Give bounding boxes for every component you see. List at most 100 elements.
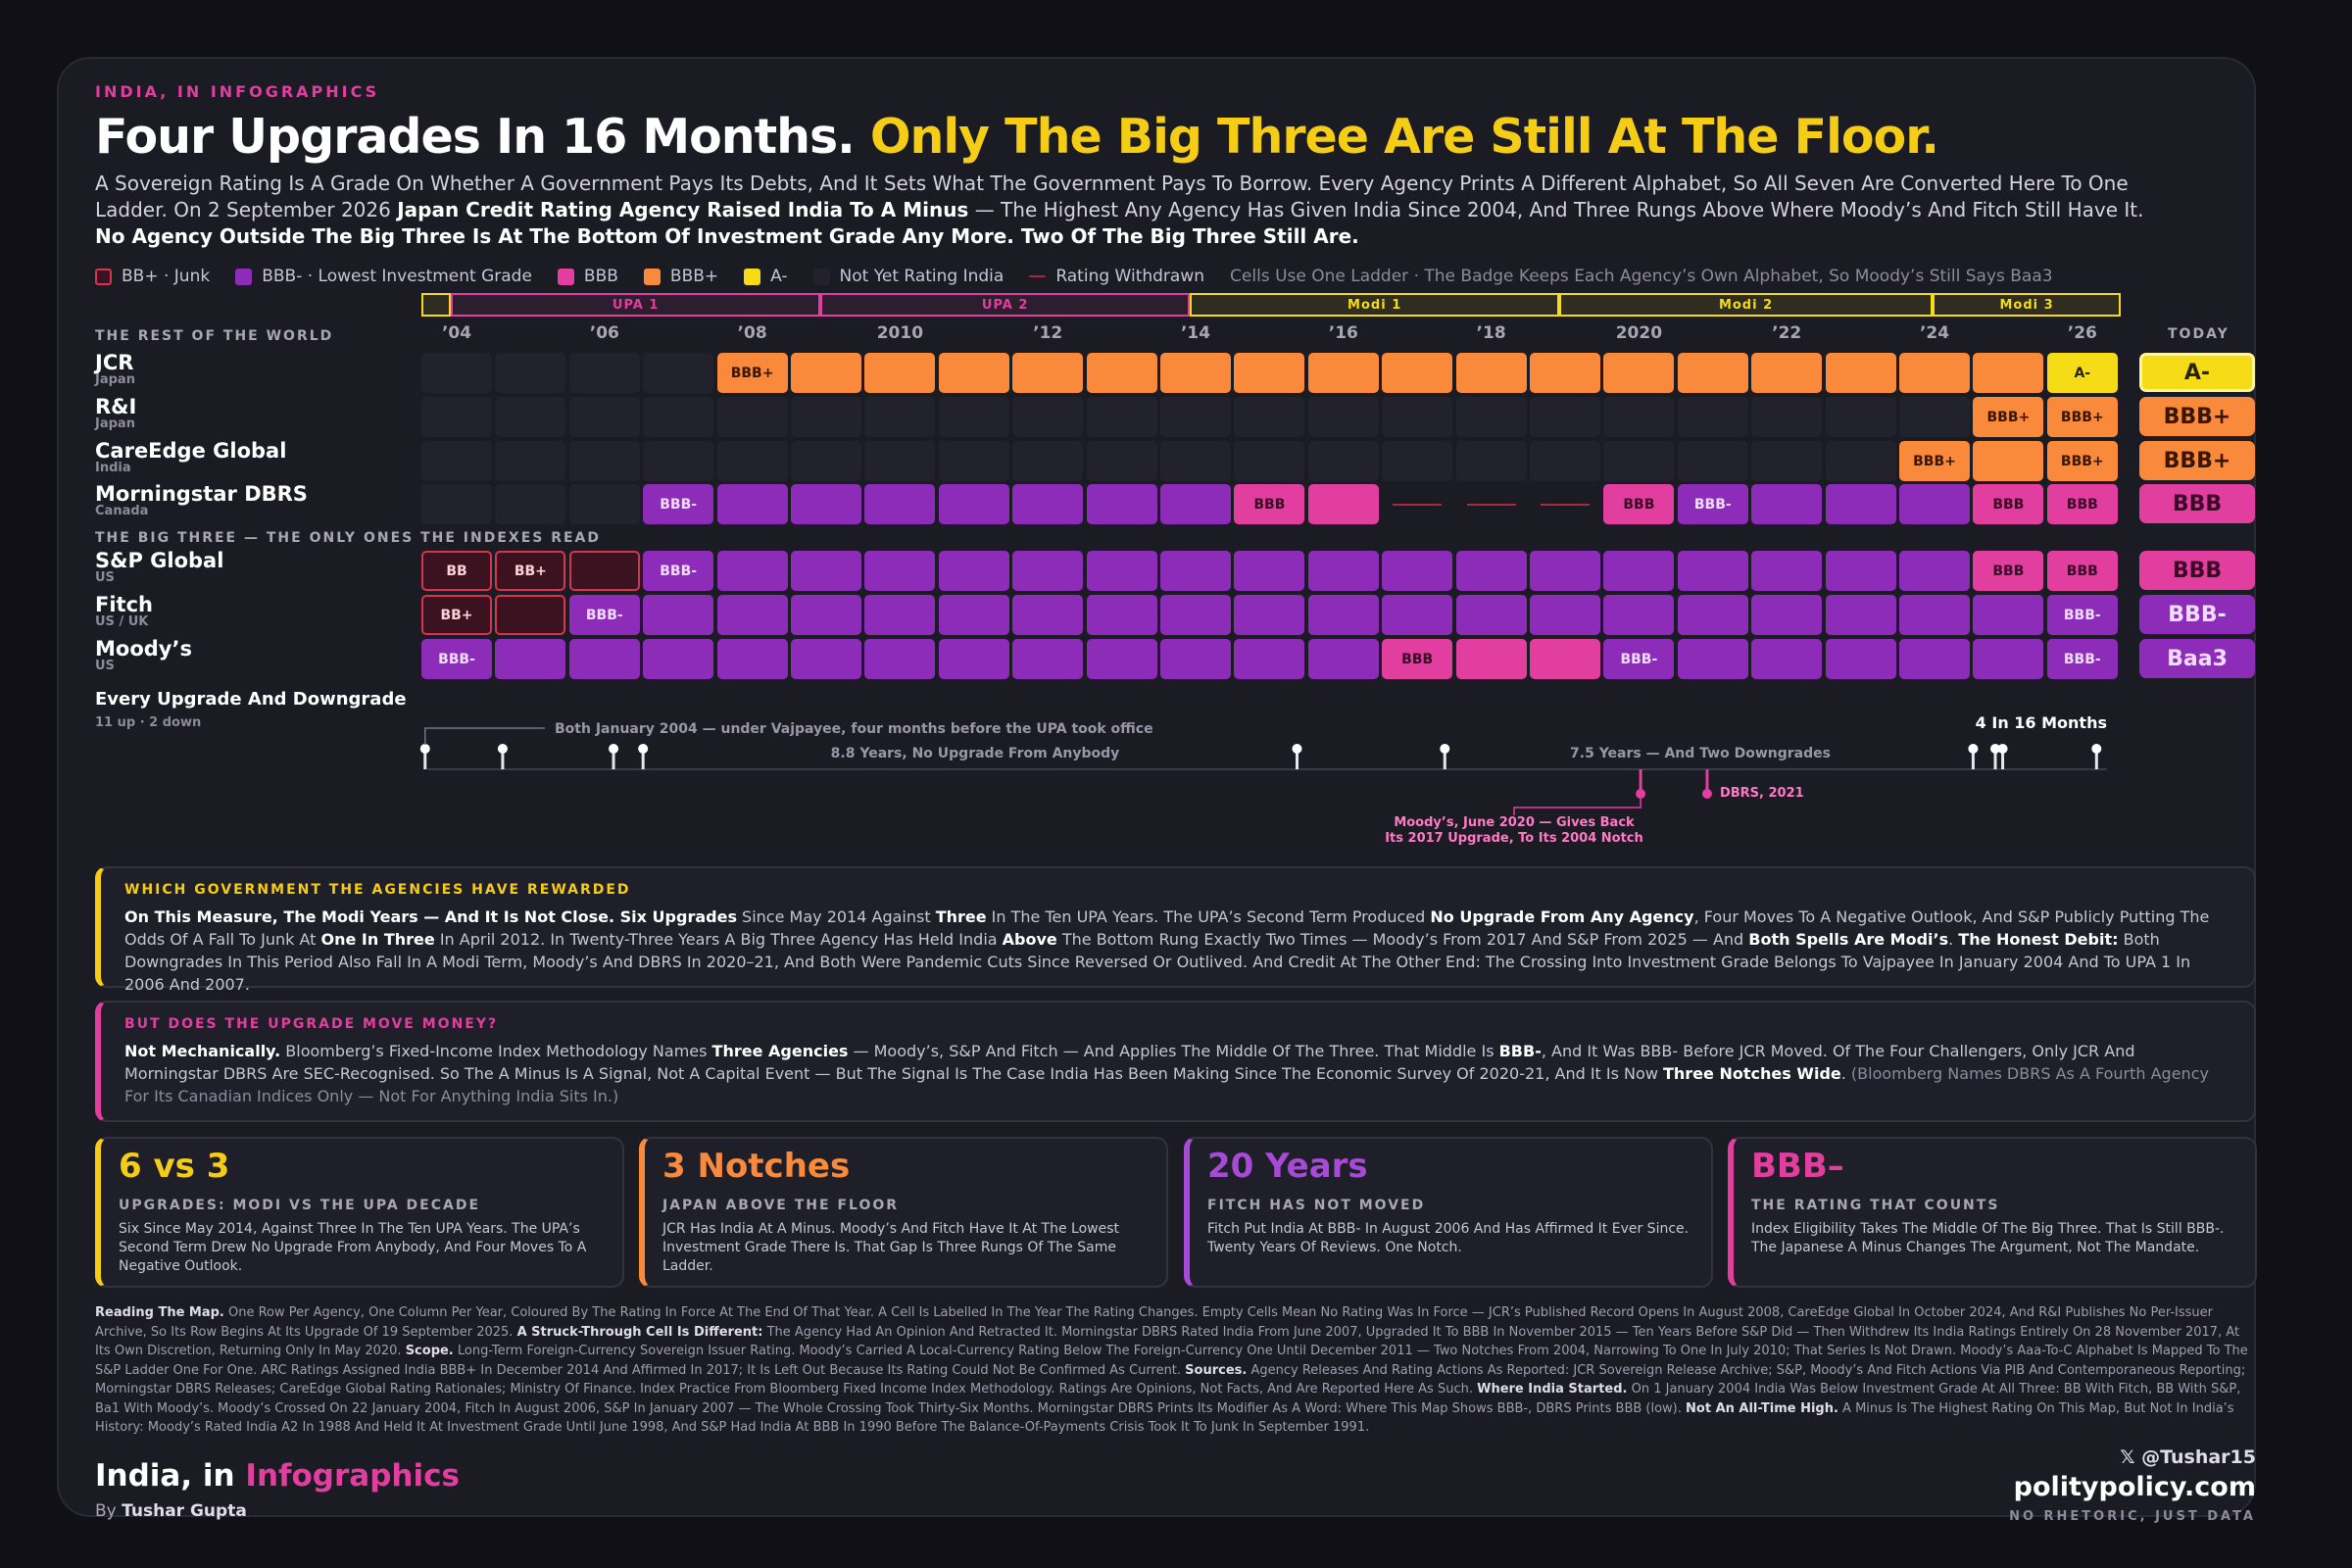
agency-name: R&I (95, 395, 137, 418)
agency-name: CareEdge Global (95, 439, 287, 463)
cell-label: BBB- (660, 563, 698, 579)
heatmap-cell (716, 551, 788, 591)
legend-item: BB+ · Junk (95, 267, 210, 286)
legend-swatch (1029, 275, 1047, 277)
gap-note-1: 8.8 Years, No Upgrade From Anybody (831, 746, 1120, 761)
legend-item: BBB- · Lowest Investment Grade (235, 267, 532, 286)
heatmap-cell (568, 353, 640, 393)
heatmap-cell (1530, 397, 1600, 437)
heatmap-cell (495, 397, 566, 437)
heatmap-cell: BBB- (2046, 639, 2118, 679)
heatmap-cell (1382, 353, 1453, 393)
downgrade-marker (1636, 789, 1646, 799)
twitter-handle[interactable]: 𝕏 @Tushar15 (2120, 1446, 2256, 1468)
stat-card: 3 Notches JAPAN ABOVE THE FLOOR JCR Has In… (639, 1137, 1168, 1288)
heatmap-cell (1234, 595, 1305, 635)
legend-item: BBB+ (643, 267, 719, 286)
brand-highlight: Infographics (245, 1458, 460, 1494)
heatmap-cell (1751, 397, 1823, 437)
heatmap-cell (1899, 353, 1970, 393)
cell-label: BBB- (438, 651, 475, 667)
heatmap-cell (864, 484, 936, 524)
heatmap-cell (495, 639, 566, 679)
events-subtitle: 11 up · 2 down (95, 715, 202, 730)
body-text: The Agency Had An Opinion And Retracted … (95, 1324, 2240, 1359)
heatmap-cell (1086, 441, 1157, 481)
cell-label: BBB- (1693, 496, 1732, 513)
heatmap-cell (1455, 639, 1527, 679)
body-text: . (1840, 1064, 1851, 1083)
heatmap-cell (1234, 551, 1305, 591)
heatmap-cell (791, 551, 861, 591)
heatmap-cell (1455, 441, 1527, 481)
body-text: Long-Term Foreign-Currency Sovereign Iss… (95, 1344, 2248, 1378)
heatmap-cell (1603, 441, 1675, 481)
agency-label: CareEdge Global India (95, 440, 286, 475)
heatmap-cell (1677, 397, 1748, 437)
byline: By Tushar Gupta (95, 1501, 247, 1521)
today-badge: Baa3 (2139, 639, 2255, 678)
rewarded-box: WHICH GOVERNMENT THE AGENCIES HAVE REWAR… (95, 866, 2256, 994)
cell-label: BBB- (585, 607, 623, 623)
today-badge: BBB (2139, 551, 2255, 590)
heatmap-cell (791, 639, 861, 679)
agency-label: Moody’s US (95, 638, 192, 673)
site-link[interactable]: politypolicy.com (2013, 1472, 2256, 1502)
emphasis-text: No Upgrade From Any Agency (1430, 907, 1694, 926)
heatmap-cell (1530, 551, 1600, 591)
events-timeline: Both January 2004 — under Vajpayee, four… (419, 713, 2107, 846)
heatmap-cell (716, 639, 788, 679)
government-bar (421, 293, 452, 317)
intro-text-2: — The Highest Any Agency Has Given India… (968, 198, 2144, 221)
heatmap-cell (791, 484, 861, 524)
agency-label: Morningstar DBRS Canada (95, 483, 308, 518)
heatmap-cell (1899, 595, 1970, 635)
legend-item: Not Yet Rating India (812, 267, 1004, 286)
heatmap-cell: BB (421, 551, 492, 591)
heatmap-cell (1086, 353, 1157, 393)
heatmap-cell: BBB (2046, 551, 2118, 591)
emphasis-text: BBB- (1498, 1042, 1542, 1060)
heatmap-cell (1825, 551, 1896, 591)
heatmap-cell (643, 595, 714, 635)
cell-label: BBB (1253, 496, 1286, 513)
heatmap-cell (938, 353, 1009, 393)
stat-text: JCR Has India At A Minus. Moody’s And Fi… (662, 1221, 1119, 1274)
heatmap-cell (1086, 551, 1157, 591)
agency-name: Moody’s (95, 637, 192, 661)
heatmap-cell (1677, 353, 1748, 393)
cell-label: BBB (2066, 563, 2098, 579)
emphasis-text: Sources. (1185, 1362, 1248, 1378)
upgrade-marker (1440, 744, 1450, 754)
body-text: Bloomberg’s Fixed-Income Index Methodolo… (280, 1042, 712, 1060)
heatmap-cell (1012, 484, 1084, 524)
cell-label: BBB (1992, 563, 2025, 579)
emphasis-text: Reading The Map. (95, 1305, 224, 1320)
legend-label: BBB+ (669, 267, 719, 286)
emphasis-text: On This Measure, The Modi Years — And It… (124, 907, 737, 926)
emphasis-text: One In Three (320, 930, 435, 949)
heatmap-cell (1899, 639, 1970, 679)
heatmap-cell (791, 595, 861, 635)
heatmap-cell (568, 397, 640, 437)
page-title: Four Upgrades In 16 Months. Only The Big… (95, 109, 1939, 165)
heatmap-cell (1455, 397, 1527, 437)
government-bar: UPA 1 (451, 293, 821, 317)
upgrade-marker (638, 744, 649, 754)
body-text: In April 2012. In Twenty-Three Years A B… (434, 930, 1003, 949)
brand: India, in Infographics (95, 1458, 460, 1494)
heatmap-cell (1382, 441, 1453, 481)
today-badge: BBB+ (2139, 441, 2255, 480)
heatmap-cell (643, 353, 714, 393)
heatmap-cell: BBB+ (1899, 441, 1970, 481)
emphasis-text: Above (1002, 930, 1057, 949)
heatmap-cell (864, 595, 936, 635)
heatmap-cell (791, 353, 861, 393)
heatmap-cell: BBB (1382, 639, 1453, 679)
stat-card: BBB– THE RATING THAT COUNTS Index Eligibil… (1728, 1137, 2257, 1288)
heatmap-cell (643, 441, 714, 481)
upgrade-marker (1968, 744, 1979, 754)
cell-label: A- (2074, 365, 2091, 381)
heatmap-cell (1234, 441, 1305, 481)
agency-name: Fitch (95, 593, 153, 616)
